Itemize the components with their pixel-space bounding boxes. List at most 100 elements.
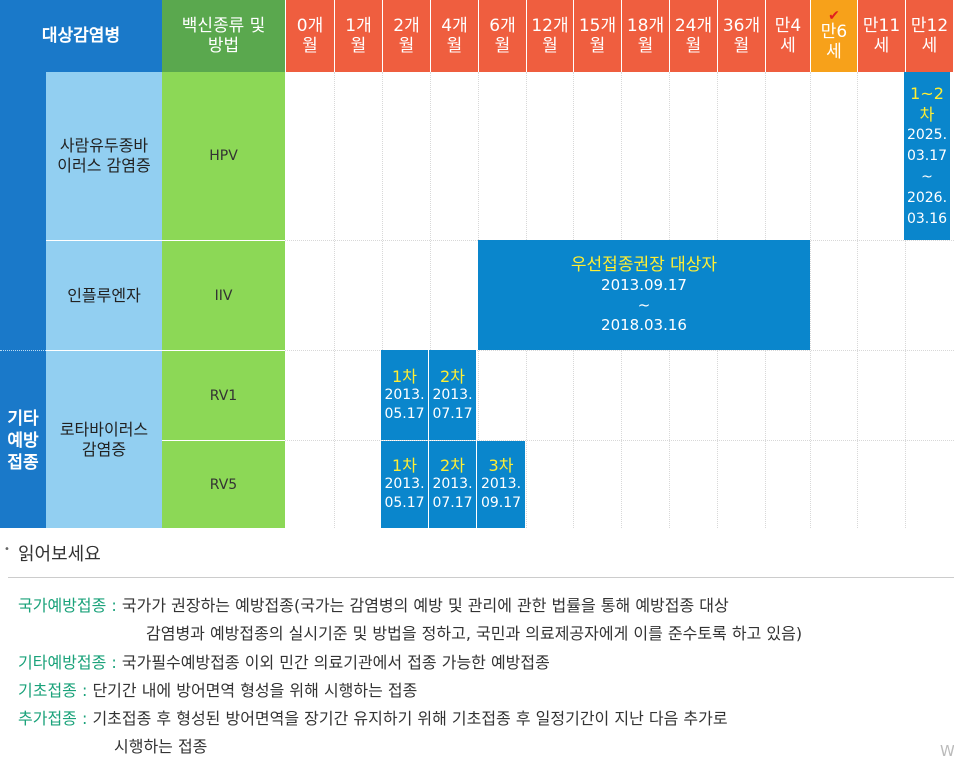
age-header-cell: 2개 월	[382, 0, 430, 72]
age-header-line: 36개	[722, 16, 761, 36]
bar-line: 2013.09.17	[601, 276, 687, 294]
age-header-line: 월	[589, 36, 606, 56]
note-other-vaccination: 기타예방접종 : 국가필수예방접종 이외 민간 의료기관에서 접종 가능한 예방…	[18, 649, 948, 677]
disease-cell-hpv: 사람유두종바 이러스 감염증	[46, 72, 162, 240]
vaccine-column-header-line: 백신종류 및	[181, 16, 266, 36]
age-header-line: 만11	[862, 16, 901, 36]
age-header-line: 월	[398, 36, 415, 56]
vaccine-cell-hpv: HPV	[162, 72, 285, 240]
age-header-cell: ✔ 만6 세	[810, 0, 857, 72]
note-text: 단기간 내에 방어면역 형성을 위해 시행하는 접종	[92, 681, 418, 700]
age-header-line: 0개	[296, 16, 324, 36]
grid-line-vertical	[905, 72, 906, 528]
bar-line: 2026.	[906, 189, 948, 206]
note-separator: :	[76, 681, 93, 700]
hpv-schedule-bar: 1~2 차 2025. 03.17 ~ 2026. 03.16	[904, 72, 950, 240]
bar-heading: 2차	[440, 456, 465, 475]
bar-heading: 3차	[488, 456, 514, 475]
bar-heading: 1~2	[910, 83, 944, 103]
grid-line-vertical	[810, 72, 811, 528]
age-header-line: 24개	[674, 16, 713, 36]
vaccine-column-header: 백신종류 및 방법	[162, 0, 285, 72]
bar-line: 03.17	[906, 147, 948, 164]
grid-line-horizontal	[285, 440, 954, 441]
age-header-line: 1개	[345, 16, 372, 36]
note-text: 국가필수예방접종 이외 민간 의료기관에서 접종 가능한 예방접종	[121, 653, 550, 672]
bar-line: 07.17	[432, 405, 473, 422]
corner-mark: W	[940, 742, 954, 760]
age-header-line: 세	[921, 36, 938, 56]
bar-line: 05.17	[384, 405, 425, 422]
disease-name-line: 감염증	[81, 439, 127, 459]
bar-heading: 1차	[392, 456, 417, 475]
bar-line: 2013.	[432, 476, 473, 492]
bullet-icon: •	[4, 544, 10, 555]
age-header-line: 만12	[910, 16, 949, 36]
age-header-line: 만4	[774, 16, 802, 36]
bar-heading: 2차	[440, 366, 465, 386]
note-separator: :	[106, 653, 122, 672]
note-separator: :	[106, 596, 122, 615]
grid-line-horizontal	[285, 350, 954, 351]
vaccine-name: HPV	[209, 148, 238, 164]
note-term: 기타예방접종	[18, 653, 107, 672]
notes-title: 읽어보세요	[18, 544, 101, 565]
category-label-line: 예방	[7, 431, 39, 451]
checkmark-icon: ✔	[828, 8, 840, 24]
disease-name-line: 로타바이러스	[59, 419, 149, 439]
age-header-cell: 36개 월	[717, 0, 765, 72]
bar-line: 07.17	[432, 495, 473, 511]
age-header-cell: 24개 월	[669, 0, 717, 72]
note-primary-vaccination: 기초접종 : 단기간 내에 방어면역 형성을 위해 시행하는 접종	[18, 677, 948, 705]
note-text: 시행하는 접종	[114, 737, 208, 756]
category-label-line: 기타	[7, 409, 39, 429]
grid-line-vertical	[334, 72, 335, 528]
age-header-line: 세	[826, 42, 842, 62]
bar-line: 03.16	[906, 210, 948, 227]
bar-line: 2013.	[480, 476, 522, 492]
age-header-line: 월	[302, 36, 318, 56]
note-text: 기초접종 후 형성된 방어면역을 장기간 유지하기 위해 기초접종 후 일정기간…	[92, 709, 728, 728]
age-header-line: 18개	[626, 16, 665, 36]
vaccine-name: RV1	[209, 387, 238, 404]
rv5-dose2-bar: 2차 2013. 07.17	[429, 441, 476, 528]
disease-column-header: 대상감염병	[0, 0, 162, 72]
rv1-dose2-bar: 2차 2013. 07.17	[429, 350, 476, 440]
disease-cell-rotavirus: 로타바이러스 감염증	[46, 350, 162, 528]
bar-line: 2013.	[432, 386, 473, 403]
bar-heading: 우선접종권장 대상자	[570, 255, 718, 275]
disease-name-line: 사람유두종바	[59, 136, 149, 155]
grid-line-vertical	[430, 72, 431, 528]
age-header-line: 월	[637, 36, 654, 56]
rv5-dose1-bar: 1차 2013. 05.17	[381, 441, 428, 528]
age-header-cell: 4개 월	[430, 0, 478, 72]
grid-line-vertical	[382, 72, 383, 528]
influenza-schedule-bar: 우선접종권장 대상자 2013.09.17 ~ 2018.03.16	[478, 240, 810, 350]
disease-column-header-text: 대상감염병	[41, 26, 121, 46]
age-header-line: 월	[350, 36, 367, 56]
category-label-line: 접종	[7, 453, 39, 473]
note-national-vaccination: 국가예방접종 : 국가가 권장하는 예방접종(국가는 감염병의 예방 및 관리에…	[18, 592, 948, 648]
bar-line: 05.17	[384, 495, 425, 511]
note-booster-vaccination: 추가접종 : 기초접종 후 형성된 방어면역을 장기간 유지하기 위해 기초접종…	[18, 705, 948, 761]
age-header-line: 2개	[393, 16, 420, 36]
bar-heading: 차	[919, 104, 935, 124]
note-text: 국가가 권장하는 예방접종(국가는 감염병의 예방 및 관리에 관한 법률을 통…	[121, 596, 729, 615]
vaccine-cell-rv1: RV1	[162, 350, 285, 440]
age-header-line: 세	[780, 36, 796, 56]
age-header-cell: 만12 세	[905, 0, 953, 72]
note-text: 감염병과 예방접종의 실시기준 및 방법을 정하고, 국민과 의료제공자에게 이…	[146, 624, 803, 643]
grid-line-vertical	[857, 72, 858, 528]
bar-line: ~	[637, 296, 651, 314]
vaccine-name: IIV	[214, 287, 233, 304]
age-header-line: 15개	[578, 16, 617, 36]
bar-line: 09.17	[480, 495, 522, 511]
age-header-cell: 1개 월	[334, 0, 382, 72]
note-term: 국가예방접종	[18, 596, 107, 615]
age-header-line: 월	[542, 36, 558, 56]
age-header-cell: 만11 세	[857, 0, 905, 72]
vaccine-column-header-line: 방법	[207, 36, 240, 56]
bar-line: 2018.03.16	[601, 316, 687, 334]
age-header-line: 6개	[489, 16, 516, 36]
vaccine-cell-iiv: IIV	[162, 240, 285, 350]
